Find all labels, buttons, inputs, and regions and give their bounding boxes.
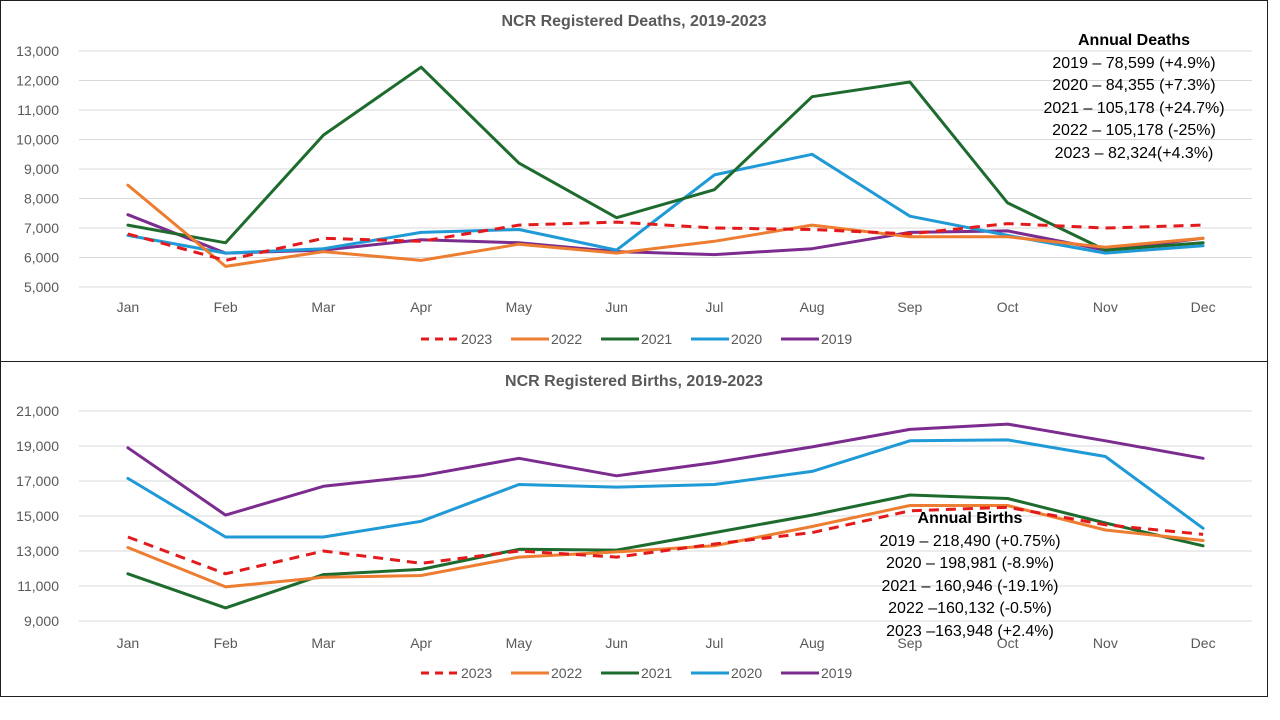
births-series-line-2019 bbox=[126, 422, 1205, 517]
deaths-series-line-2023 bbox=[127, 220, 1204, 262]
annual-deaths-line: 2021 – 105,178 (+24.7%) bbox=[1043, 99, 1225, 117]
births-x-tick-label: Jan bbox=[117, 635, 140, 651]
births-legend-label: 2022 bbox=[551, 665, 582, 681]
deaths-y-tick-label: 9,000 bbox=[24, 161, 59, 177]
births-x-tick-label: May bbox=[506, 635, 532, 651]
births-x-tick-label: Mar bbox=[311, 635, 335, 651]
deaths-x-tick-label: Aug bbox=[800, 299, 825, 315]
deaths-legend-label: 2019 bbox=[821, 331, 852, 347]
deaths-legend-label: 2020 bbox=[731, 331, 762, 347]
deaths-legend-label: 2022 bbox=[551, 331, 582, 347]
births-x-tick-label: Jul bbox=[705, 635, 723, 651]
births-x-tick-label: Apr bbox=[410, 635, 432, 651]
deaths-y-tick-label: 11,000 bbox=[17, 102, 59, 118]
births-x-tick-label: Aug bbox=[800, 635, 825, 651]
deaths-x-tick-label: Jan bbox=[117, 299, 140, 315]
deaths-chart-panel: NCR Registered Deaths, 2019-2023 5,000 6,… bbox=[0, 0, 1268, 362]
deaths-x-tick-label: Nov bbox=[1093, 299, 1118, 315]
births-x-tick-label: Sep bbox=[897, 635, 922, 651]
deaths-x-tick-label: Mar bbox=[311, 299, 335, 315]
deaths-y-tick-label: 13,000 bbox=[16, 43, 59, 59]
births-x-tick-label: Jun bbox=[605, 635, 628, 651]
births-y-tick-label: 21,000 bbox=[16, 403, 59, 419]
deaths-x-tick-label: Jul bbox=[705, 299, 723, 315]
deaths-series-line-2022 bbox=[126, 183, 1205, 268]
deaths-y-tick-label: 12,000 bbox=[16, 73, 59, 89]
deaths-legend-label: 2021 bbox=[641, 331, 672, 347]
deaths-line-chart: 5,000 6,000 7,000 8,000 9,000 10,000 11,000 12,… bbox=[16, 43, 1252, 347]
births-x-tick-label: Nov bbox=[1093, 635, 1118, 651]
annual-births-line: 2021 – 160,946 (-19.1%) bbox=[881, 577, 1059, 595]
deaths-series-line-2021 bbox=[126, 65, 1205, 252]
births-y-tick-label: 17,000 bbox=[16, 473, 59, 489]
annual-deaths-line: 2020 – 84,355 (+7.3%) bbox=[1052, 77, 1216, 94]
births-chart-title: NCR Registered Births, 2019-2023 bbox=[505, 373, 763, 390]
births-x-tick-label: Dec bbox=[1191, 635, 1216, 651]
annual-births-heading: Annual Births bbox=[917, 510, 1023, 527]
annual-births-line: 2022 –160,132 (-0.5%) bbox=[888, 600, 1052, 617]
births-series-line-2023 bbox=[127, 505, 1204, 576]
births-y-tick-label: 19,000 bbox=[16, 438, 59, 454]
births-legend-label: 2019 bbox=[821, 665, 852, 681]
deaths-x-tick-label: Jun bbox=[605, 299, 628, 315]
deaths-x-tick-label: Oct bbox=[997, 299, 1019, 315]
deaths-y-tick-label: 10,000 bbox=[16, 132, 59, 148]
annual-deaths-annotation: Annual Deaths 2019 – 78,599 (+4.9%) 2020… bbox=[1021, 30, 1247, 165]
annual-births-line: 2023 –163,948 (+2.4%) bbox=[886, 622, 1054, 640]
annual-deaths-heading: Annual Deaths bbox=[1077, 32, 1190, 49]
births-x-tick-label: Feb bbox=[214, 635, 238, 651]
births-y-tick-label: 13,000 bbox=[16, 543, 59, 559]
annual-births-line: 2019 – 218,490 (+0.75%) bbox=[879, 532, 1061, 550]
births-x-tick-label: Oct bbox=[997, 635, 1019, 651]
births-series-line-2020 bbox=[126, 438, 1205, 539]
deaths-y-tick-label: 6,000 bbox=[24, 250, 59, 266]
births-chart-panel: NCR Registered Births, 2019-2023 9,000 11… bbox=[0, 361, 1268, 697]
deaths-chart-title: NCR Registered Deaths, 2019-2023 bbox=[501, 13, 767, 30]
births-line-chart: 9,000 11,000 13,000 15,000 17,000 19,000 21,00… bbox=[16, 403, 1252, 681]
births-y-tick-label: 15,000 bbox=[16, 508, 59, 524]
births-y-tick-label: 9,000 bbox=[24, 613, 59, 629]
births-legend-label: 2023 bbox=[461, 665, 492, 681]
annual-births-annotation: Annual Births 2019 – 218,490 (+0.75%) 20… bbox=[857, 508, 1083, 643]
annual-deaths-line: 2019 – 78,599 (+4.9%) bbox=[1052, 54, 1216, 72]
annual-births-line: 2020 – 198,981 (-8.9%) bbox=[885, 555, 1055, 572]
births-series-line-2022 bbox=[126, 504, 1205, 589]
deaths-x-tick-label: Apr bbox=[410, 299, 432, 315]
deaths-x-tick-label: Dec bbox=[1191, 299, 1216, 315]
deaths-y-tick-label: 7,000 bbox=[24, 220, 59, 236]
deaths-x-tick-label: May bbox=[506, 299, 532, 315]
births-y-tick-label: 11,000 bbox=[17, 578, 59, 594]
deaths-y-tick-label: 8,000 bbox=[24, 191, 59, 207]
deaths-x-tick-label: Sep bbox=[897, 299, 922, 315]
deaths-legend-label: 2023 bbox=[461, 331, 492, 347]
deaths-y-tick-label: 5,000 bbox=[24, 279, 59, 295]
annual-deaths-line: 2022 – 105,178 (-25%) bbox=[1052, 122, 1216, 139]
births-legend-label: 2020 bbox=[731, 665, 762, 681]
annual-deaths-line: 2023 – 82,324(+4.3%) bbox=[1054, 144, 1214, 162]
deaths-x-tick-label: Feb bbox=[214, 299, 238, 315]
births-legend-label: 2021 bbox=[641, 665, 672, 681]
